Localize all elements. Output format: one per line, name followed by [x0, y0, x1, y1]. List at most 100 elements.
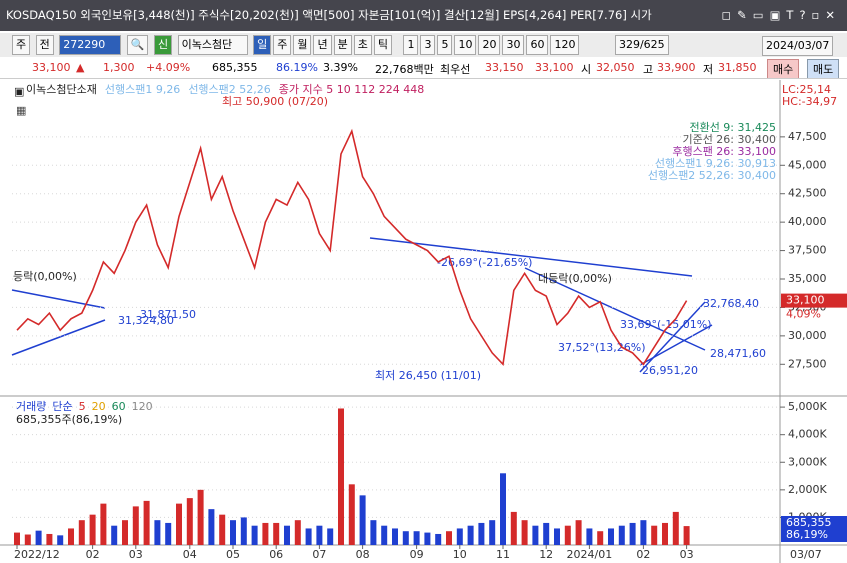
volume-bar	[381, 525, 388, 545]
volume-bar	[586, 528, 593, 545]
rate: +4.09%	[146, 61, 191, 74]
trend-line	[524, 267, 706, 351]
range-label: LC:25,14	[782, 83, 831, 96]
trend-line	[369, 237, 693, 277]
period-button[interactable]: 분	[333, 35, 352, 55]
x-tick-label: 02	[636, 548, 650, 561]
prev-button[interactable]: 전	[35, 35, 54, 55]
volume-bar	[262, 522, 269, 545]
last-date: 03/07	[790, 548, 822, 561]
price-tag-bg	[781, 293, 847, 308]
interval-button[interactable]: 20	[478, 35, 501, 55]
volume-bar	[294, 520, 301, 545]
volume-bar	[165, 522, 172, 545]
title-bar: KOSDAQ150 외국인보유[3,448(천)] 주식수[20,202(천)]…	[0, 0, 847, 31]
volume-bar	[413, 531, 420, 545]
volume-bar	[154, 520, 161, 545]
period-button[interactable]: 주	[273, 35, 292, 55]
volume-bar	[478, 522, 485, 545]
change: 1,300	[103, 61, 135, 74]
sell-button[interactable]: 매도	[807, 59, 840, 78]
code-input[interactable]: 272290	[59, 35, 122, 55]
volume-bar	[402, 531, 409, 545]
volume-bar	[57, 535, 64, 545]
interval-button[interactable]: 120	[550, 35, 580, 55]
trend-line	[639, 301, 706, 373]
volume-bar	[543, 522, 550, 545]
volume-tick-label: 2,000K	[788, 483, 827, 496]
y-tick-label: 40,000	[788, 215, 827, 228]
volume-bar	[510, 511, 517, 545]
turnover: 3.39%	[323, 61, 358, 74]
volume-bar	[392, 528, 398, 545]
volume-tick-label: 4,000K	[788, 428, 827, 441]
x-tick-label: 07	[312, 548, 326, 561]
legend-box: ▣	[14, 85, 24, 98]
legend-item: 이녹스첨단소재	[26, 83, 97, 96]
annotation: 32,768,40	[703, 297, 759, 310]
period-button[interactable]: 월	[293, 35, 312, 55]
trend-line	[11, 319, 106, 356]
interval-button[interactable]: 3	[420, 35, 436, 55]
volume-bar	[100, 503, 107, 545]
annotation: 31,324,80	[118, 314, 174, 327]
period-button[interactable]: 초	[353, 35, 372, 55]
volume-bar	[89, 514, 96, 545]
volume-bar	[467, 525, 474, 545]
new-badge[interactable]: 신	[153, 35, 173, 55]
period-button[interactable]: 일	[253, 35, 272, 55]
window-icons[interactable]: ◻✎▭▣T?▫✕	[697, 0, 847, 31]
volume-bar	[273, 522, 280, 545]
volume-bar	[132, 506, 139, 545]
interval-button[interactable]: 1	[403, 35, 419, 55]
market-select[interactable]: 주	[12, 35, 31, 55]
volume-bar	[35, 530, 42, 545]
volume-bar	[327, 528, 334, 545]
x-tick-label: 02	[86, 548, 100, 561]
interval-button[interactable]: 60	[526, 35, 549, 55]
volume-bar	[521, 520, 528, 545]
period-button[interactable]: 년	[313, 35, 332, 55]
legend-item: 선행스팬2 52,26	[188, 83, 270, 96]
x-tick-label: 10	[453, 548, 467, 561]
search-button[interactable]: 🔍	[126, 35, 149, 55]
x-tick-label: 03	[129, 548, 143, 561]
volume: 685,355	[212, 61, 258, 74]
volume-bar	[662, 522, 668, 545]
low: 31,850	[718, 61, 757, 74]
interval-button[interactable]: 5	[437, 35, 453, 55]
buy-button[interactable]: 매수	[767, 59, 800, 78]
volume-bar	[456, 528, 463, 545]
volume-bar	[111, 525, 118, 545]
interval-button[interactable]: 30	[502, 35, 525, 55]
trend-line	[639, 324, 713, 366]
date-input[interactable]: 2024/03/07	[762, 36, 834, 56]
volume-bar	[629, 522, 636, 545]
x-tick-label: 05	[226, 548, 240, 561]
volume-tick-label: 5,000K	[788, 400, 827, 413]
y-tick-label: 45,000	[788, 158, 827, 171]
volume-tag-bg	[781, 516, 847, 542]
annotation: 37,52°(13,26%)	[558, 341, 646, 354]
volume-bar	[305, 528, 312, 545]
bar-count[interactable]: 329/625	[614, 35, 669, 55]
volume-legend-item: 20	[92, 400, 106, 413]
stock-name[interactable]: 이녹스첨단	[177, 35, 248, 55]
volume-legend-item: 거래량	[16, 400, 46, 413]
volume-bar	[46, 533, 53, 545]
volume-legend-item: 5	[79, 400, 86, 413]
interval-button[interactable]: 10	[454, 35, 477, 55]
volume-bar	[489, 520, 496, 545]
ichimoku-label: 후행스팬 26: 33,100	[672, 145, 776, 158]
x-tick-label: 11	[496, 548, 510, 561]
volume-bar	[122, 520, 128, 545]
period-button[interactable]: 틱	[373, 35, 392, 55]
y-tick-label: 37,500	[788, 244, 827, 257]
ichimoku-label: 기준선 26: 30,400	[682, 133, 776, 146]
annotation: 대등락(0,00%)	[538, 272, 612, 285]
volume-bar	[597, 531, 604, 545]
volume-bar	[284, 525, 290, 545]
